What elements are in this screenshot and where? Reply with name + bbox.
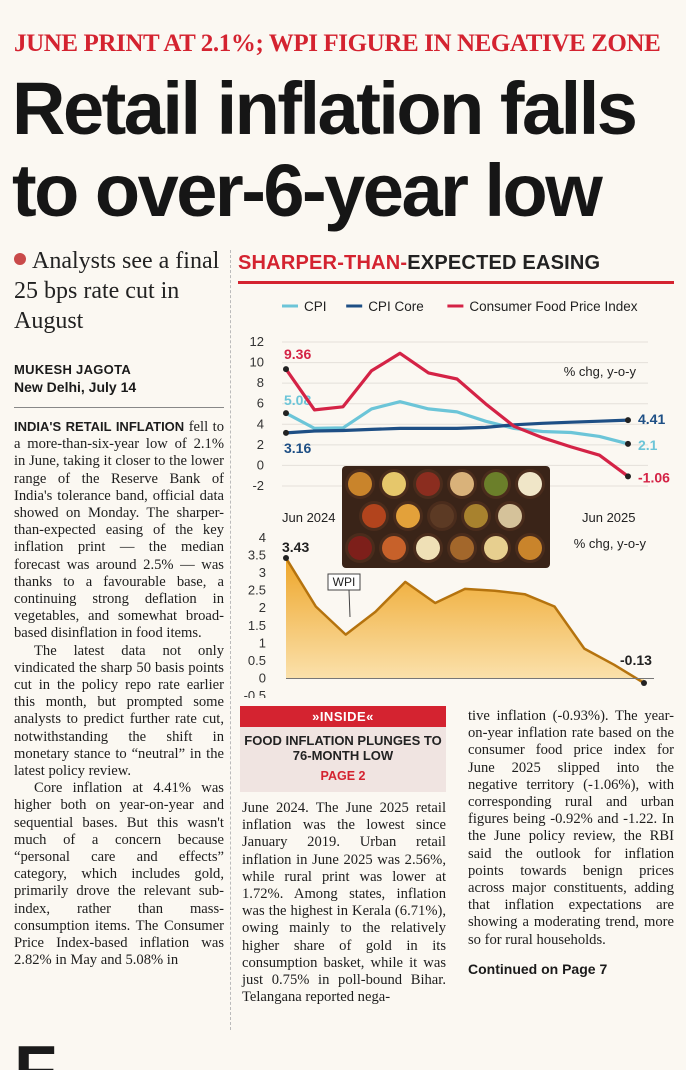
inside-page-ref[interactable]: PAGE 2 bbox=[320, 769, 366, 783]
spice-heap bbox=[362, 504, 386, 528]
inside-headline[interactable]: FOOD INFLATION PLUNGES TO 76-MONTH LOW bbox=[244, 733, 442, 763]
inside-tag: »INSIDE« bbox=[240, 706, 446, 727]
spice-heap bbox=[382, 472, 406, 496]
start-point bbox=[283, 410, 289, 417]
y-tick-label: 0 bbox=[257, 457, 264, 472]
end-label-2: -1.06 bbox=[638, 469, 670, 485]
left-column: Analysts see a final 25 bps rate cut in … bbox=[14, 246, 224, 970]
paragraph-1-text: fell to a more-than-six-year low of 2.1%… bbox=[14, 419, 224, 642]
start-label-2: 9.36 bbox=[284, 346, 311, 362]
cpi-line-chart: -2 0 2 4 6 8 10 12 CPI CPI Core Consumer Food Pric… bbox=[250, 299, 671, 525]
spices-photo bbox=[342, 466, 550, 568]
series-line-2 bbox=[284, 351, 629, 478]
series-line-1 bbox=[285, 418, 629, 435]
wpi-area bbox=[286, 558, 644, 683]
column-divider bbox=[230, 250, 231, 1030]
series-line-0 bbox=[285, 400, 629, 446]
wpi-line bbox=[284, 557, 645, 685]
end-label-1: 4.41 bbox=[638, 411, 665, 427]
y-tick-label: 1.5 bbox=[248, 618, 266, 633]
end-point bbox=[625, 440, 631, 447]
spice-heap bbox=[348, 472, 372, 496]
y-tick-label: 12 bbox=[250, 334, 264, 349]
y-tick-label: 0.5 bbox=[248, 653, 266, 668]
body-right: tive inflation (-0.93%). The year-on-yea… bbox=[468, 708, 674, 948]
spice-heap bbox=[430, 504, 454, 528]
standfirst: Analysts see a final 25 bps rate cut in … bbox=[14, 246, 224, 336]
spice-heap bbox=[518, 536, 542, 560]
standfirst-text: Analysts see a final 25 bps rate cut in … bbox=[14, 248, 220, 334]
chart-title: SHARPER-THAN-EXPECTED EASING bbox=[238, 252, 674, 284]
y-tick-label: 2 bbox=[257, 437, 264, 452]
wpi-series-label: WPI bbox=[333, 575, 356, 589]
y-tick-label: 4 bbox=[259, 530, 266, 545]
spice-heap bbox=[396, 504, 420, 528]
right-column: tive inflation (-0.93%). The year-on-yea… bbox=[468, 708, 674, 977]
spice-heap bbox=[518, 472, 542, 496]
start-point bbox=[283, 555, 289, 562]
end-point bbox=[641, 680, 647, 687]
inflation-chart: SHARPER-THAN-EXPECTED EASING -2 0 2 4 6 8 10 12… bbox=[238, 252, 674, 711]
legend-entry-1: CPI Core bbox=[368, 299, 424, 314]
unit-label-top: % chg, y-o-y bbox=[564, 364, 637, 379]
y-tick-label: 1 bbox=[259, 635, 266, 650]
paragraph-1: INDIA'S RETAIL INFLATION fell to a more-… bbox=[14, 418, 224, 643]
x-end-label-top: Jun 2025 bbox=[582, 510, 636, 525]
body-mid: June 2024. The June 2025 retail inflatio… bbox=[242, 800, 446, 1006]
spice-heap bbox=[484, 536, 508, 560]
lead-in: INDIA'S RETAIL INFLATION bbox=[14, 419, 185, 434]
continued-link[interactable]: Continued on Page 7 bbox=[468, 960, 608, 977]
y-tick-label: -0.5 bbox=[244, 688, 266, 698]
end-point bbox=[625, 473, 631, 480]
wpi-start-label: 3.43 bbox=[282, 539, 309, 555]
y-tick-label: 10 bbox=[250, 355, 264, 370]
kicker: JUNE PRINT AT 2.1%; WPI FIGURE IN NEGATI… bbox=[14, 30, 661, 57]
x-end-label-bottom: Jun 2025 bbox=[600, 696, 654, 698]
wpi-callout-pointer bbox=[341, 589, 351, 618]
paragraph-2: The latest data not only vindicated the … bbox=[14, 642, 224, 780]
start-point bbox=[283, 429, 289, 436]
legend-entry-0: CPI bbox=[304, 299, 327, 314]
x-start-label-top: Jun 2024 bbox=[282, 510, 336, 525]
end-point bbox=[625, 417, 631, 424]
y-tick-label: 8 bbox=[257, 375, 264, 390]
spice-heap bbox=[484, 472, 508, 496]
body-left: INDIA'S RETAIL INFLATION fell to a more-… bbox=[14, 418, 224, 970]
y-tick-label: 6 bbox=[257, 396, 264, 411]
headline: Retail inflation falls to over-6-year lo… bbox=[12, 67, 638, 232]
next-headline-fragment: F bbox=[14, 1031, 57, 1070]
y-tick-label: 0 bbox=[259, 670, 266, 685]
spice-heap bbox=[416, 536, 440, 560]
y-tick-label: 3 bbox=[259, 565, 266, 580]
spice-heap bbox=[464, 504, 488, 528]
spice-heap bbox=[450, 472, 474, 496]
y-tick-label: 2.5 bbox=[248, 583, 266, 598]
end-label-0: 2.1 bbox=[638, 437, 658, 453]
chart-title-dark: EXPECTED EASING bbox=[407, 252, 601, 274]
dateline: New Delhi, July 14 bbox=[14, 379, 137, 395]
chart-title-red: SHARPER-THAN- bbox=[238, 252, 408, 274]
y-tick-label: 2 bbox=[259, 600, 266, 615]
spice-heap bbox=[450, 536, 474, 560]
spice-heap bbox=[348, 536, 372, 560]
spice-heap bbox=[416, 472, 440, 496]
start-label-1: 3.16 bbox=[284, 440, 311, 456]
start-point bbox=[283, 366, 289, 373]
inside-box[interactable]: »INSIDE« FOOD INFLATION PLUNGES TO 76-MO… bbox=[240, 706, 446, 792]
unit-label-bottom: % chg, y-o-y bbox=[574, 536, 647, 551]
wpi-end-label: -0.13 bbox=[620, 652, 652, 668]
spice-heap bbox=[382, 536, 406, 560]
x-start-label-bottom: Jun 2024 bbox=[282, 696, 336, 698]
y-tick-label: 3.5 bbox=[248, 548, 266, 563]
paragraph-3: Core inflation at 4.41% was higher both … bbox=[14, 780, 224, 969]
y-tick-label: 4 bbox=[257, 416, 264, 431]
byline-rule bbox=[14, 407, 224, 408]
byline: MUKESH JAGOTA bbox=[14, 362, 132, 377]
y-tick-label: -2 bbox=[252, 478, 264, 493]
bullet-dot-icon bbox=[14, 253, 26, 265]
legend-entry-2: Consumer Food Price Index bbox=[469, 299, 637, 314]
spice-heap bbox=[498, 504, 522, 528]
